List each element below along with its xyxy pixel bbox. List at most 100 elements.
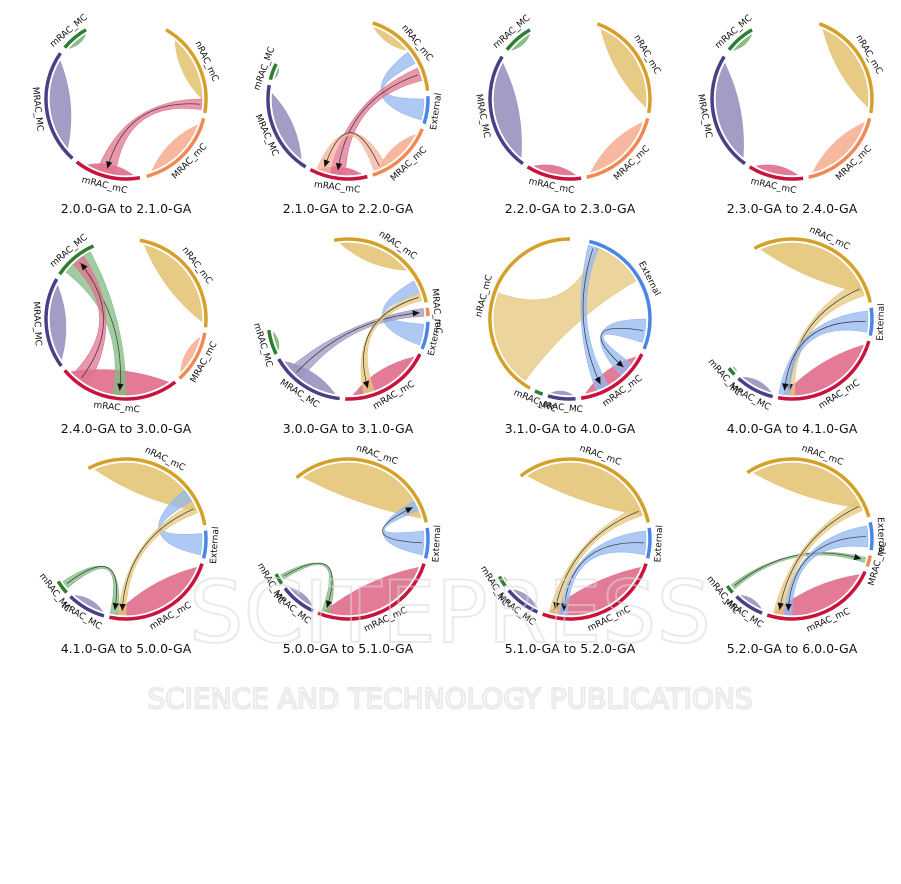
segment-label: MRAC_MC bbox=[538, 401, 583, 416]
arrow-head bbox=[362, 380, 369, 389]
panel-caption: 2.4.0-GA to 3.0.0-GA bbox=[60, 421, 192, 436]
arrow-line bbox=[779, 506, 859, 610]
segment-arc bbox=[710, 55, 747, 166]
ribbon bbox=[740, 595, 762, 610]
segment-label: External bbox=[429, 92, 444, 130]
segment-label: External bbox=[209, 526, 222, 564]
segment-label: MRAC_MC bbox=[30, 86, 45, 131]
panel-caption: 2.3.0-GA to 2.4.0-GA bbox=[726, 201, 858, 216]
ribbon bbox=[732, 366, 737, 372]
chord-panel: nRAC_mC External MRAC_mC mRAC_mC MRAC_MC mRAC… bbox=[681, 443, 901, 663]
arrow-line bbox=[787, 536, 866, 611]
segment-label: External bbox=[653, 525, 665, 563]
segment-arc bbox=[44, 278, 63, 368]
chord-panel: External mRAC_mC MRAC_MC mRAC_MC nRAC_mC 3.1.… bbox=[459, 223, 681, 443]
arrow-head bbox=[323, 159, 330, 168]
segment-arc bbox=[277, 358, 340, 401]
arrow-line bbox=[382, 507, 422, 544]
ribbons bbox=[730, 462, 869, 616]
segment-arc bbox=[345, 353, 422, 401]
chord-panel: nRAC_mC External mRAC_mC MRAC_MC mRAC_MC 5.0.… bbox=[237, 443, 459, 663]
ribbon bbox=[493, 62, 522, 158]
arrow-head bbox=[325, 600, 333, 608]
segment-arc bbox=[423, 527, 430, 559]
ribbon bbox=[151, 124, 198, 171]
ribbon bbox=[715, 62, 744, 158]
ribbons bbox=[715, 29, 869, 176]
segment-arc bbox=[266, 84, 307, 169]
ribbon bbox=[755, 164, 799, 176]
ribbon bbox=[783, 525, 869, 616]
arrow-head bbox=[106, 160, 113, 169]
segment-arc bbox=[519, 457, 650, 523]
segment-arc bbox=[727, 28, 753, 51]
segment-arc bbox=[586, 117, 650, 179]
ribbon bbox=[382, 500, 425, 556]
ribbon bbox=[550, 390, 574, 396]
segment-label: mRAC_mC bbox=[93, 401, 140, 416]
ribbon bbox=[732, 33, 753, 51]
segment-arc bbox=[645, 527, 652, 559]
chord-diagram: nRAC_mCExternalMRAC_mCmRAC_mCMRAC_MCmRAC… bbox=[704, 444, 889, 635]
segment-arc bbox=[267, 329, 278, 355]
arrow-line bbox=[66, 566, 117, 611]
chord-panel: nRAC_mC MRAC_mC External mRAC_mC MRAC_MC mRAC… bbox=[237, 223, 459, 443]
segment-arc bbox=[75, 160, 141, 181]
ribbons bbox=[272, 242, 425, 396]
arrow-head bbox=[412, 310, 420, 317]
arrow-head bbox=[335, 162, 343, 171]
segment-label: mRAC_MC bbox=[478, 564, 511, 608]
ribbon bbox=[68, 33, 87, 49]
arrow-head bbox=[80, 263, 88, 271]
arrow-head bbox=[594, 376, 601, 385]
arrow-line bbox=[296, 312, 420, 373]
segment-arc bbox=[87, 457, 207, 526]
segment-arc bbox=[737, 377, 774, 399]
ribbon bbox=[512, 589, 538, 608]
segment-arc bbox=[63, 369, 177, 401]
segment-arc bbox=[309, 168, 368, 181]
segment-label: mRAC_MC bbox=[704, 574, 740, 616]
ribbon bbox=[600, 318, 647, 376]
arrow-head bbox=[553, 601, 560, 610]
arrow-line bbox=[324, 132, 380, 168]
segment-arc bbox=[542, 563, 648, 621]
arrow-head bbox=[777, 602, 784, 610]
arrow-line bbox=[283, 562, 333, 608]
chord-panel: nRAC_mC External mRAC_mC MRAC_MC mRAC_MC 4.0.… bbox=[681, 223, 901, 443]
segment-arc bbox=[109, 563, 204, 621]
ribbon bbox=[271, 92, 302, 160]
ribbon bbox=[600, 29, 647, 108]
segments: nRAC_mCMRAC_mCExternalmRAC_mCMRAC_MCmRAC… bbox=[251, 229, 444, 412]
ribbon bbox=[778, 310, 869, 396]
chord-panel: nRAC_mC MRAC_mC mRAC_mC MRAC_MC mRAC_MC 2.2.0… bbox=[459, 3, 681, 223]
ribbon bbox=[760, 242, 864, 294]
panel-caption: 2.0.0-GA to 2.1.0-GA bbox=[60, 201, 192, 216]
arrow-line bbox=[121, 508, 194, 611]
arrow-head bbox=[616, 360, 624, 368]
panel-caption: 5.1.0-GA to 5.2.0-GA bbox=[504, 641, 636, 656]
ribbon bbox=[302, 462, 422, 519]
panel-caption: 4.1.0-GA to 5.0.0-GA bbox=[60, 641, 192, 656]
chord-panel: nRAC_mC External mRAC_mC MRAC_MC mRAC_MC 5.1.… bbox=[459, 443, 681, 663]
segment-arc bbox=[753, 237, 872, 303]
arrow-line bbox=[363, 297, 419, 389]
ribbons bbox=[280, 462, 425, 616]
chord-diagram: nRAC_mCMRAC_mCExternalmRAC_mCMRAC_MCmRAC… bbox=[251, 229, 444, 412]
segment-arc bbox=[507, 589, 539, 614]
ribbon bbox=[822, 29, 869, 108]
segment-arc bbox=[268, 63, 278, 81]
ribbon bbox=[274, 67, 280, 79]
panel-caption: 3.1.0-GA to 4.0.0-GA bbox=[504, 421, 636, 436]
ribbon bbox=[280, 562, 334, 614]
ribbon bbox=[510, 33, 531, 51]
ribbons bbox=[62, 462, 203, 616]
arrow-line bbox=[563, 542, 644, 611]
arrow-line bbox=[337, 74, 419, 171]
segment-arc bbox=[420, 321, 430, 350]
ribbons bbox=[49, 244, 203, 396]
